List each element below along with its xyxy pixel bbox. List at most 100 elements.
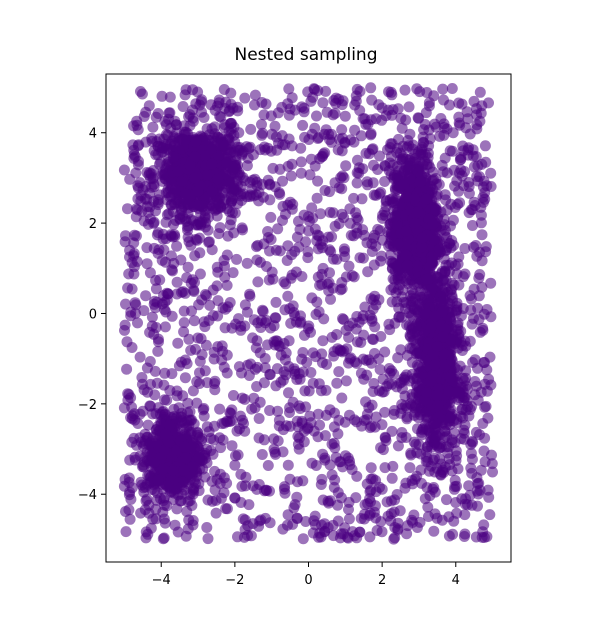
scatter-point [215,442,227,454]
scatter-point [158,290,169,302]
scatter-point [469,376,481,387]
scatter-point [367,143,379,155]
scatter-point [478,357,490,368]
scatter-point [297,533,309,545]
scatter-point [294,403,306,414]
scatter-point [463,181,475,193]
scatter-point [420,308,432,319]
scatter-point [472,500,483,512]
scatter-point [370,512,382,524]
scatter-point [283,335,295,347]
scatter-point [160,306,172,318]
scatter-point [470,240,482,251]
scatter-point [443,385,455,397]
scatter-point [305,367,317,378]
scatter-point [193,452,205,464]
scatter-point [375,442,387,454]
scatter-point [437,166,449,178]
scatter-point [429,359,441,371]
scatter-point [444,99,455,111]
scatter-point [266,128,278,140]
scatter-point [283,387,294,399]
scatter-point [285,317,297,329]
scatter-point [439,189,451,201]
scatter-point [437,331,449,343]
scatter-point [256,129,268,141]
scatter-point [209,484,221,496]
scatter-point [303,320,315,332]
scatter-point [409,344,421,356]
scatter-point [277,214,288,226]
scatter-point [439,265,451,277]
scatter-point [202,494,214,506]
scatter-point [324,459,336,471]
scatter-point [164,91,176,103]
scatter-point [231,253,243,265]
scatter-point [332,487,344,499]
scatter-point [184,160,196,171]
scatter-point [394,377,405,389]
scatter-point [375,255,387,267]
scatter-point [443,530,455,542]
scatter-point [401,369,412,381]
scatter-point [431,430,443,442]
scatter-point [479,401,491,413]
scatter-point [119,324,130,336]
scatter-point [256,449,268,460]
scatter-point [132,159,144,171]
scatter-point [385,86,397,98]
scatter-point [239,393,251,405]
scatter-point [259,317,271,329]
scatter-point [140,526,152,538]
scatter-point [368,378,380,389]
scatter-point [429,508,441,520]
scatter-point [324,186,335,198]
scatter-point [176,205,187,217]
scatter-point [285,272,297,284]
scatter-point [221,477,233,489]
scatter-point [457,271,469,283]
scatter-point [364,493,376,505]
scatter-point [466,318,478,330]
scatter-point [271,335,283,347]
scatter-point [128,149,140,161]
scatter-point [232,198,244,209]
scatter-point [374,150,385,162]
scatter-point [269,446,281,458]
scatter-point [332,144,344,156]
scatter-point [209,465,221,477]
scatter-point [350,207,362,219]
scatter-point [457,412,469,424]
scatter-point [468,283,480,295]
scatter-point [233,313,244,325]
scatter-point [235,497,247,508]
scatter-point [453,97,465,109]
scatter-point [336,183,348,195]
scatter-point [193,200,205,212]
scatter-point [471,109,483,121]
scatter-point [284,407,295,418]
scatter-point [429,118,441,130]
scatter-point [401,191,412,203]
scatter-point [203,129,215,141]
scatter-point [367,303,379,315]
scatter-point [154,189,166,201]
scatter-point [436,514,448,526]
scatter-point [366,246,378,257]
scatter-point [467,220,478,231]
x-axis: −4 −2 0 2 4 [152,562,460,588]
scatter-point [316,357,328,369]
scatter-point [467,357,479,368]
scatter-point [220,168,232,180]
scatter-point [306,457,318,469]
scatter-point [172,489,184,501]
scatter-point [369,321,381,333]
scatter-point [355,367,367,379]
scatter-point [188,286,200,297]
scatter-point [199,365,211,377]
scatter-point [183,111,195,123]
scatter-point [406,356,418,368]
scatter-point [273,414,285,426]
scatter-point [376,526,388,538]
scatter-point [258,109,270,121]
